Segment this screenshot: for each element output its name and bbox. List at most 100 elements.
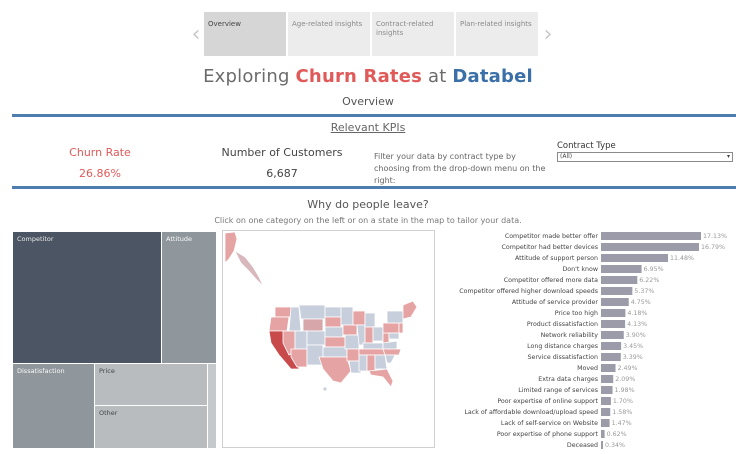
treemap-attitude[interactable]: Attitude [162, 232, 216, 363]
map-alaska-panhandle [234, 250, 264, 287]
bar[interactable] [601, 331, 624, 339]
bar-category-label: Price too high [555, 310, 598, 317]
map-arizona [290, 348, 308, 368]
map-mississippi [358, 354, 368, 372]
map-new-york [386, 310, 404, 324]
map-missouri [344, 334, 360, 350]
bar[interactable] [601, 353, 621, 361]
bar[interactable] [601, 265, 642, 273]
map-ohio [372, 326, 384, 342]
bar-value-label: 2.09% [615, 376, 635, 383]
map-colorado [306, 330, 326, 346]
contract-type-value: (All) [560, 153, 573, 160]
map-minnesota [340, 306, 354, 326]
bar[interactable] [601, 254, 669, 262]
page-subtitle: Overview [342, 95, 394, 108]
chevron-down-icon: ▾ [726, 153, 730, 160]
bar-category-label: Competitor offered more data [504, 277, 598, 284]
map-north-dakota [324, 306, 342, 318]
map-oklahoma [322, 346, 348, 358]
bar-value-label: 17.13% [703, 233, 727, 240]
contract-type-label: Contract Type [557, 141, 616, 151]
bar-category-label: Competitor made better offer [505, 233, 599, 240]
map-idaho [288, 306, 302, 332]
map-texas [318, 356, 352, 384]
treemap-small-segment[interactable] [208, 364, 216, 448]
customers-value: 6,687 [266, 167, 298, 180]
tab-age-insights[interactable]: Age-related insights [288, 12, 370, 56]
bar-value-label: 0.34% [605, 442, 625, 449]
bar[interactable] [601, 232, 701, 240]
prev-arrow-icon[interactable]: ‹ [191, 21, 201, 47]
map-maryland [388, 332, 400, 340]
bar-value-label: 11.48% [670, 255, 694, 262]
map-washington [274, 306, 292, 318]
map-tennessee [358, 348, 386, 356]
map-west-virginia [382, 332, 390, 344]
map-alabama [366, 354, 376, 372]
filter-instruction: Filter your data by contract type by cho… [374, 152, 546, 185]
bar[interactable] [601, 342, 622, 350]
us-state-map[interactable] [222, 230, 435, 448]
bar-value-label: 1.58% [612, 409, 632, 416]
map-nebraska [324, 326, 344, 338]
bar[interactable] [601, 430, 605, 438]
treemap-price[interactable]: Price [95, 364, 207, 405]
map-kansas [324, 336, 346, 348]
bar[interactable] [601, 287, 633, 295]
bar-category-label: Attitude of service provider [512, 299, 598, 306]
bar-category-label: Poor expertise of online support [497, 398, 598, 405]
map-louisiana [348, 360, 362, 374]
tab-plan-insights[interactable]: Plan-related insights [456, 12, 538, 56]
bar[interactable] [601, 243, 700, 251]
treemap-competitor[interactable]: Competitor [13, 232, 161, 363]
bar-category-label: Lack of affordable download/upload speed [464, 409, 598, 416]
section-title: Why do people leave? [307, 198, 429, 211]
contract-type-dropdown[interactable]: (All) ▾ [557, 152, 733, 162]
bar-value-label: 3.45% [623, 343, 643, 350]
bar-value-label: 3.90% [626, 332, 646, 339]
map-michigan [364, 312, 376, 328]
bar-category-label: Competitor offered higher download speed… [459, 288, 598, 295]
bar[interactable] [601, 408, 611, 416]
divider-bottom [12, 186, 736, 189]
map-alaska [224, 231, 238, 264]
map-wisconsin [352, 310, 366, 326]
reasons-bar-chart: Competitor made better offer 17.13% Compet… [459, 232, 727, 449]
map-iowa [342, 324, 358, 336]
bar[interactable] [601, 364, 616, 372]
bar-value-label: 4.18% [627, 310, 647, 317]
bar[interactable] [601, 441, 603, 449]
bar[interactable] [601, 309, 626, 317]
bar[interactable] [601, 397, 611, 405]
next-arrow-icon[interactable]: › [543, 21, 553, 47]
bar[interactable] [601, 386, 613, 394]
bar-category-label: Don't know [562, 266, 598, 273]
map-north-carolina [382, 348, 402, 356]
bar-category-label: Network reliability [541, 332, 599, 339]
map-pennsylvania [382, 322, 400, 334]
bar-value-label: 1.70% [613, 398, 633, 405]
treemap-dissatisfaction[interactable]: Dissatisfaction [13, 364, 94, 448]
section-instruction: Click on one category on the left or on … [214, 216, 522, 225]
bar-value-label: 3.39% [623, 354, 643, 361]
tab-overview[interactable]: Overview [204, 12, 286, 56]
bar-category-label: Lack of self-service on Website [501, 420, 598, 427]
title-part-2: Churn Rates [295, 66, 423, 87]
bar[interactable] [601, 276, 638, 284]
customers-label: Number of Customers [221, 146, 343, 159]
bar-value-label: 4.75% [631, 299, 651, 306]
bar[interactable] [601, 419, 610, 427]
title-part-4: Databel [452, 66, 533, 87]
bar[interactable] [601, 320, 626, 328]
map-arkansas [346, 348, 360, 362]
map-new-england [402, 300, 418, 320]
tab-contract-insights[interactable]: Contract-related insights [372, 12, 454, 56]
treemap-other[interactable]: Other [95, 406, 207, 448]
map-hawaii [323, 387, 327, 391]
bar-category-label: Service dissatisfaction [527, 354, 598, 361]
bar[interactable] [601, 375, 614, 383]
map-utah [294, 330, 308, 350]
map-florida [368, 368, 394, 388]
bar[interactable] [601, 298, 629, 306]
